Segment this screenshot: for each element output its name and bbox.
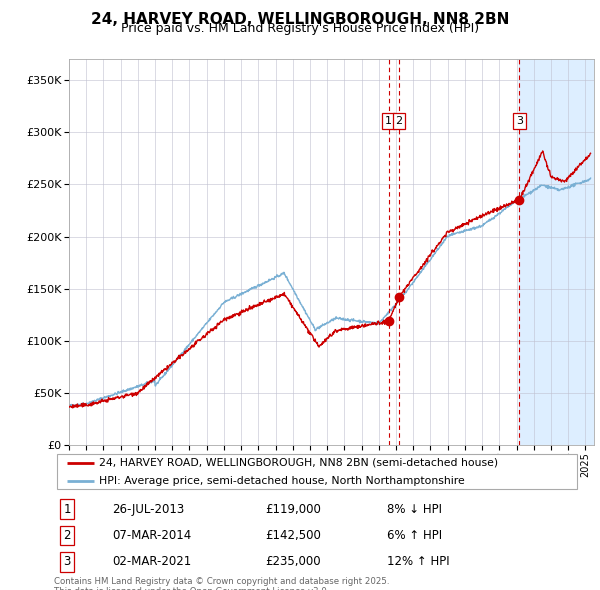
Text: 02-MAR-2021: 02-MAR-2021 <box>112 555 191 568</box>
Text: 8% ↓ HPI: 8% ↓ HPI <box>386 503 442 516</box>
Text: 3: 3 <box>64 555 71 568</box>
Text: 2: 2 <box>395 116 403 126</box>
Text: Price paid vs. HM Land Registry's House Price Index (HPI): Price paid vs. HM Land Registry's House … <box>121 22 479 35</box>
Text: 24, HARVEY ROAD, WELLINGBOROUGH, NN8 2BN: 24, HARVEY ROAD, WELLINGBOROUGH, NN8 2BN <box>91 12 509 27</box>
Text: 24, HARVEY ROAD, WELLINGBOROUGH, NN8 2BN (semi-detached house): 24, HARVEY ROAD, WELLINGBOROUGH, NN8 2BN… <box>99 458 498 468</box>
Text: Contains HM Land Registry data © Crown copyright and database right 2025.
This d: Contains HM Land Registry data © Crown c… <box>54 577 389 590</box>
Text: £142,500: £142,500 <box>265 529 321 542</box>
Text: £119,000: £119,000 <box>265 503 321 516</box>
Text: 3: 3 <box>516 116 523 126</box>
Text: HPI: Average price, semi-detached house, North Northamptonshire: HPI: Average price, semi-detached house,… <box>99 476 464 486</box>
Text: £235,000: £235,000 <box>265 555 321 568</box>
Text: 07-MAR-2014: 07-MAR-2014 <box>112 529 191 542</box>
Text: 26-JUL-2013: 26-JUL-2013 <box>112 503 184 516</box>
Bar <box>520 59 600 445</box>
FancyBboxPatch shape <box>56 454 577 489</box>
Text: 1: 1 <box>385 116 392 126</box>
Text: 1: 1 <box>64 503 71 516</box>
Text: 12% ↑ HPI: 12% ↑ HPI <box>386 555 449 568</box>
Text: 6% ↑ HPI: 6% ↑ HPI <box>386 529 442 542</box>
Text: 2: 2 <box>64 529 71 542</box>
